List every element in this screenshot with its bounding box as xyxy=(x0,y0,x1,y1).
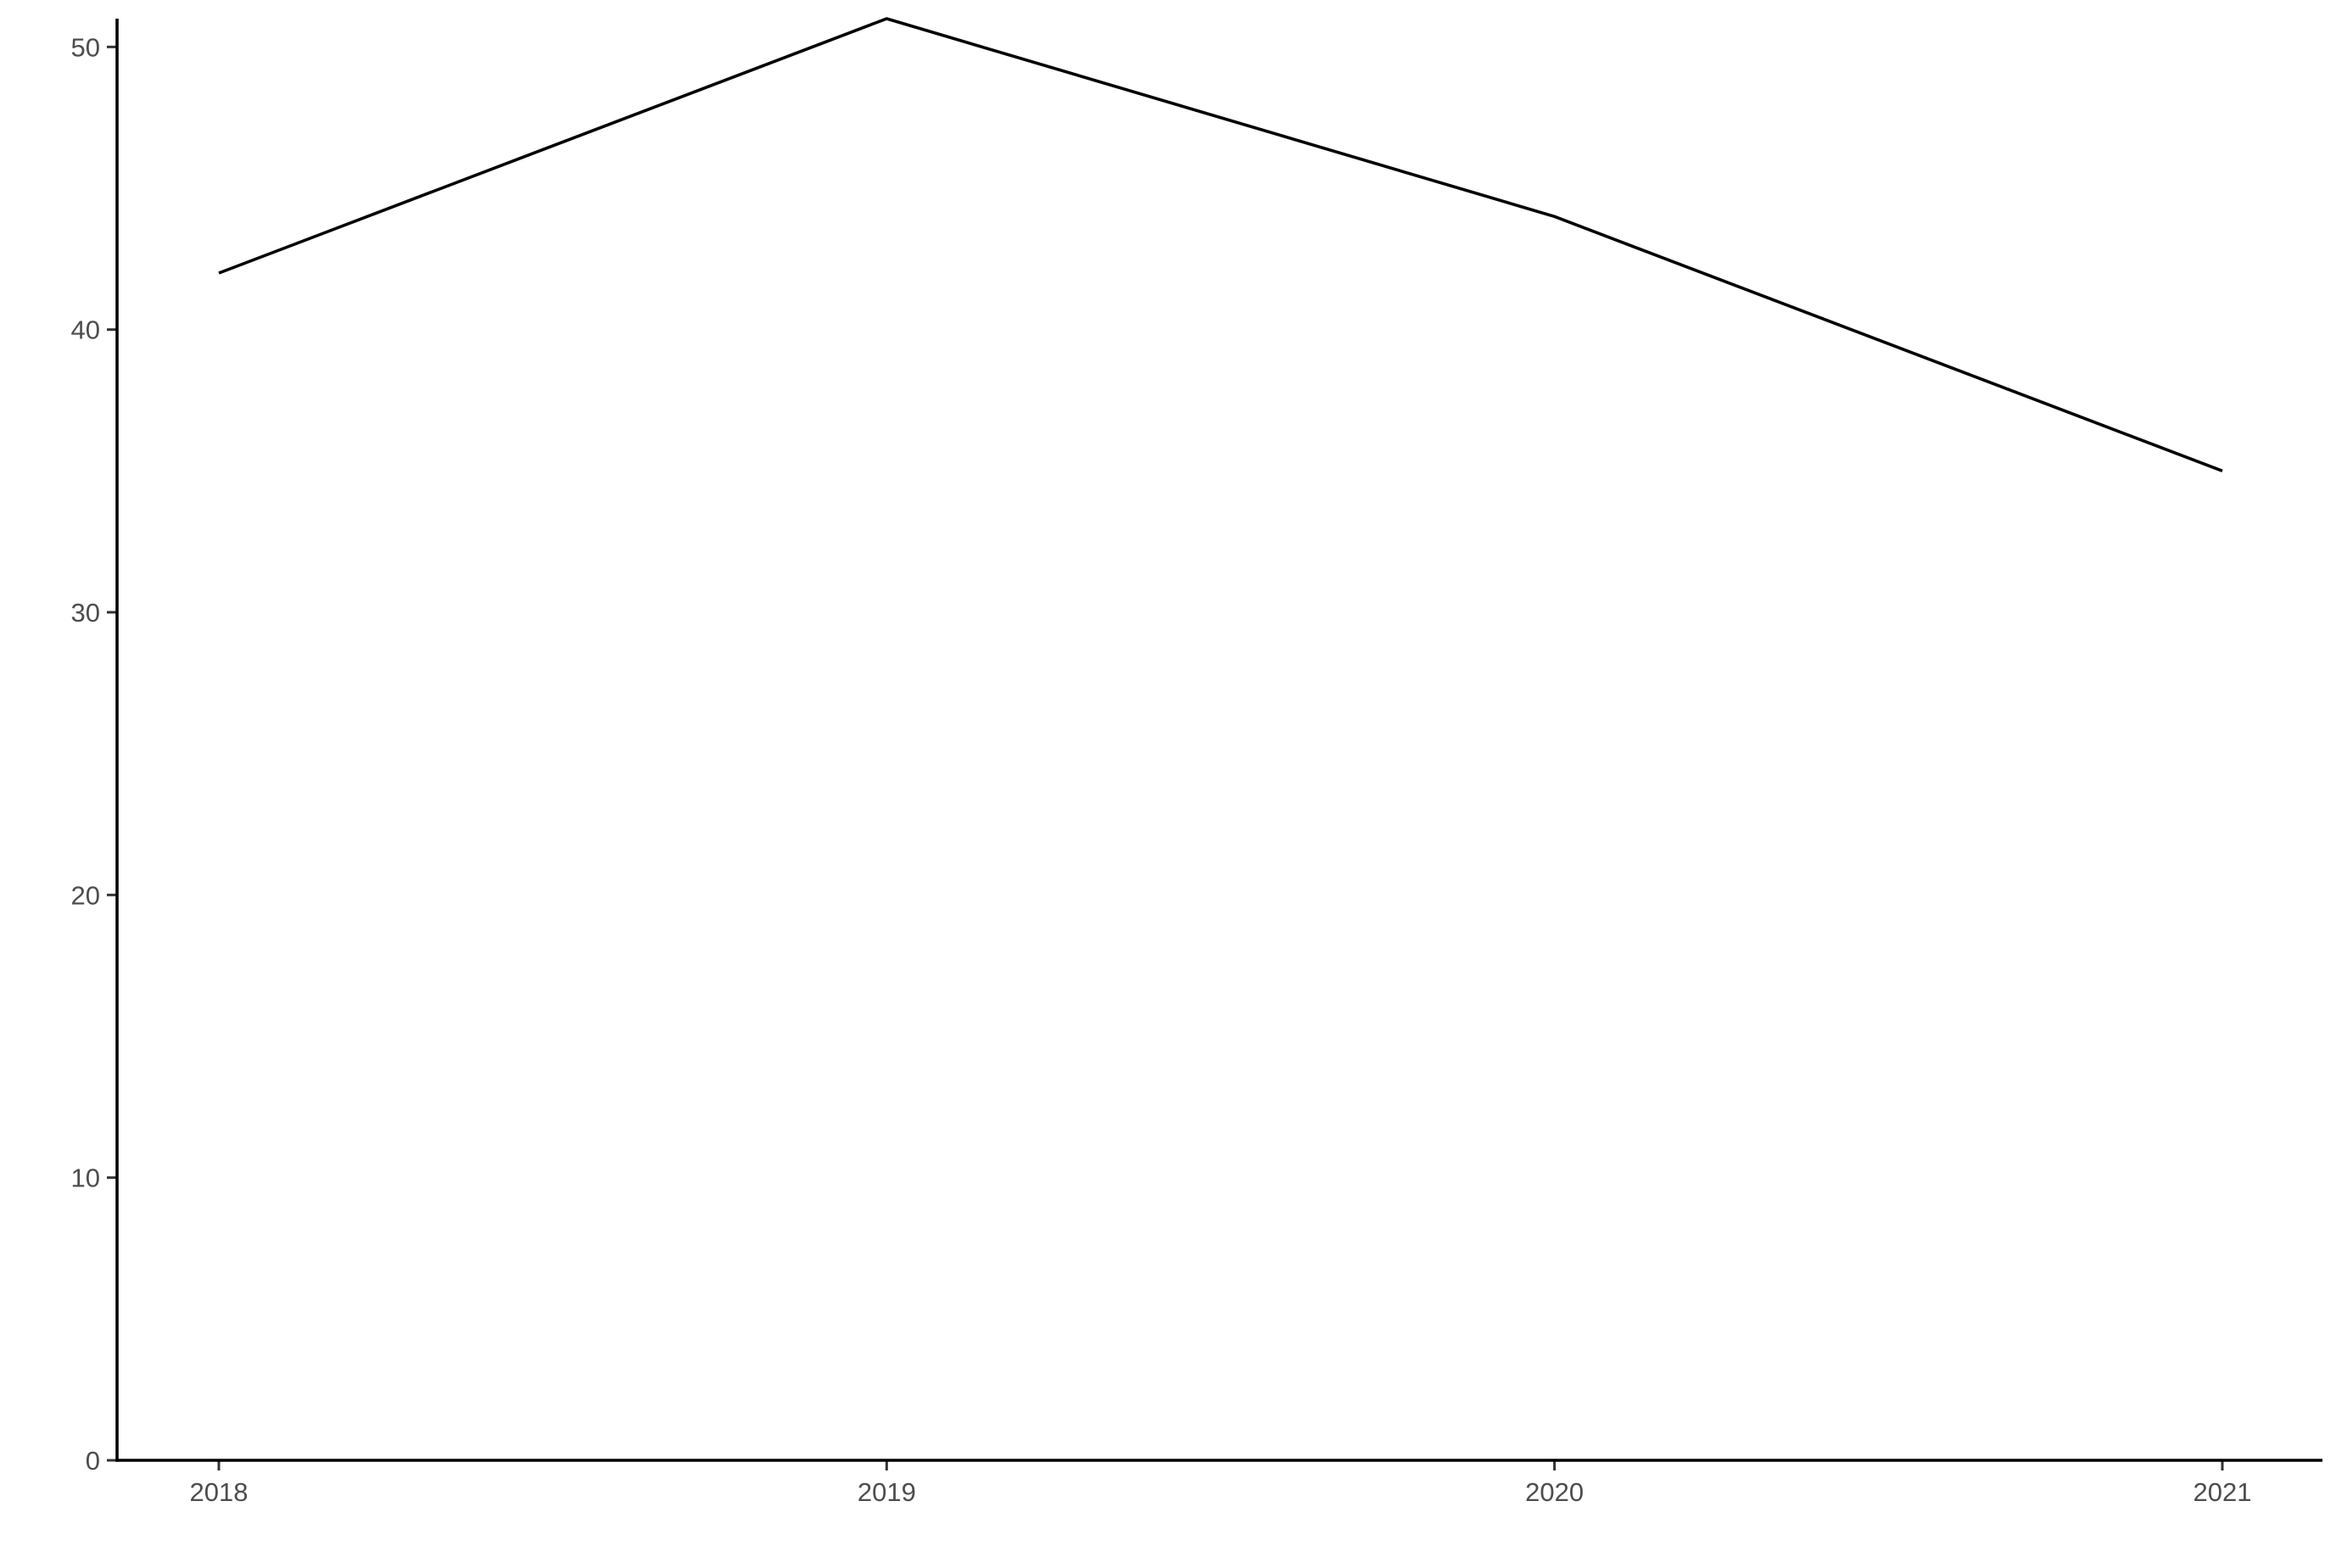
y-axis-ticks: 0 10 20 30 40 50 xyxy=(71,32,117,1476)
x-tick-label: 2020 xyxy=(1525,1477,1584,1507)
x-tick-label: 2019 xyxy=(858,1477,916,1507)
y-tick-label: 50 xyxy=(71,32,100,62)
y-tick-label: 0 xyxy=(86,1446,100,1476)
y-tick-label: 30 xyxy=(71,598,100,628)
y-tick-label: 40 xyxy=(71,315,100,345)
x-tick-label: 2021 xyxy=(2193,1477,2252,1507)
series-line xyxy=(218,17,2223,473)
x-tick-label: 2018 xyxy=(190,1477,249,1507)
y-tick-label: 10 xyxy=(71,1163,100,1193)
x-axis: 2018 2019 2020 2021 xyxy=(115,1459,2322,1507)
x-axis-ticks: 2018 2019 2020 2021 xyxy=(190,1460,2252,1507)
y-axis: 0 10 20 30 40 50 xyxy=(71,19,119,1476)
plot-series xyxy=(218,17,2223,473)
y-tick-label: 20 xyxy=(71,880,100,910)
